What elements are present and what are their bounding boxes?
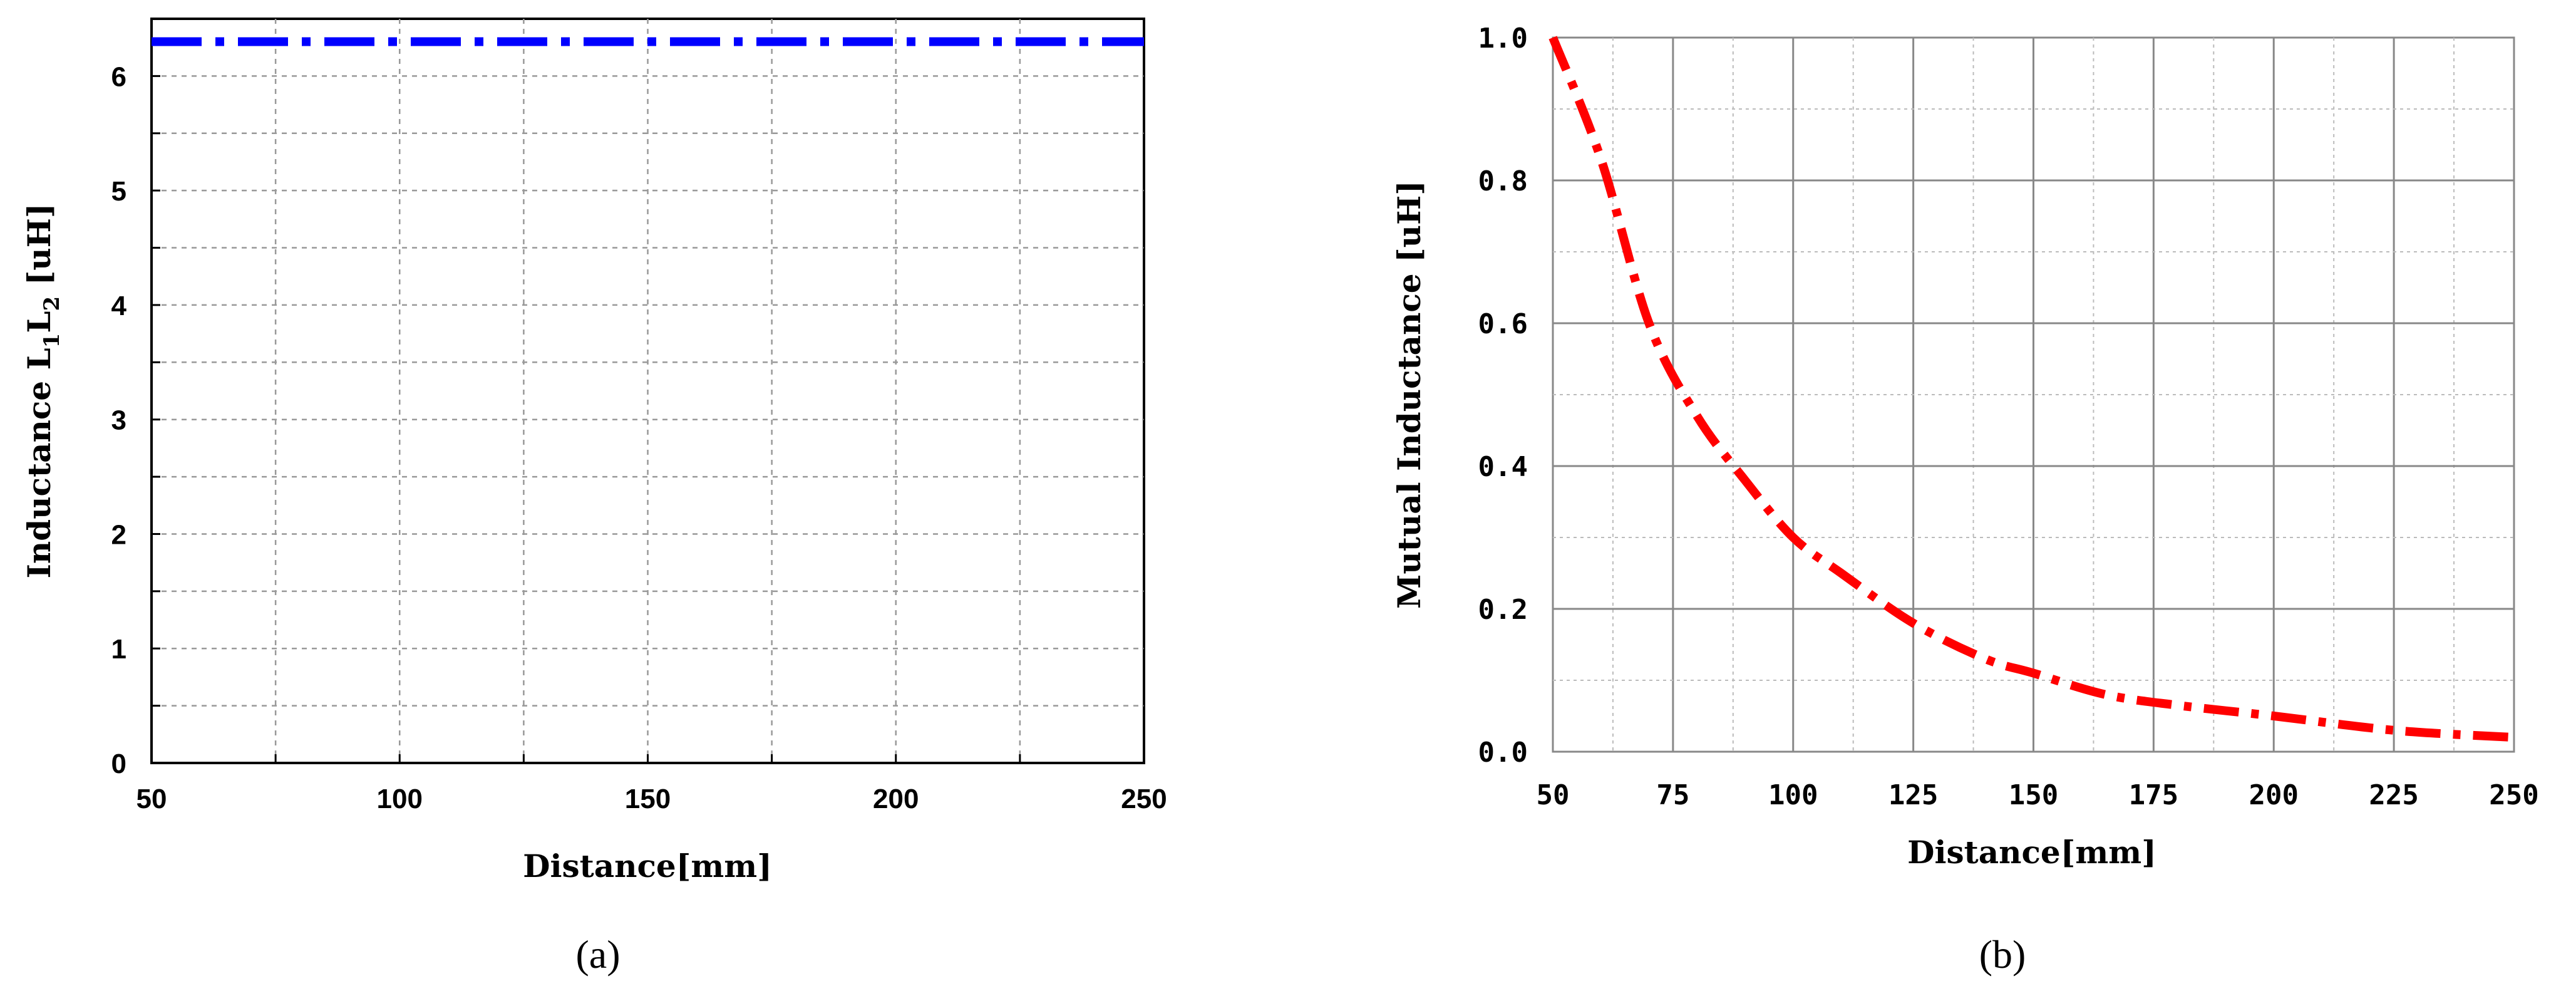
chart-b-xtick-label: 150 — [2009, 779, 2058, 811]
chart-b-ytick-label: 0.8 — [1478, 165, 1528, 197]
chart-a-ytick-label: 2 — [111, 519, 126, 550]
chart-a-ylabel-mid: L — [21, 311, 58, 333]
chart-b-ytick-label: 0.4 — [1478, 451, 1528, 483]
chart-a-ylabel-sub2: 2 — [39, 296, 64, 311]
chart-b-xtick-label: 100 — [1768, 779, 1818, 811]
chart-a-ylabel-unit: [uH] — [21, 204, 58, 296]
chart-b-grid — [1553, 38, 2514, 752]
chart-a-xtick-label: 200 — [873, 784, 919, 814]
chart-a-xlabel: Distance[mm] — [523, 848, 772, 884]
chart-b-xtick-label: 200 — [2249, 779, 2299, 811]
chart-b-ytick-label: 1.0 — [1478, 23, 1528, 54]
chart-b-xtick-label: 225 — [2369, 779, 2418, 811]
chart-a-grid — [152, 19, 1144, 763]
chart-a-ytick-label: 4 — [111, 291, 127, 321]
chart-b-xtick-label: 250 — [2489, 779, 2538, 811]
chart-b-xtick-label: 75 — [1656, 779, 1689, 811]
chart-b-xtick-label: 175 — [2129, 779, 2178, 811]
chart-a-xtick-label: 100 — [377, 784, 423, 814]
chart-b-xtick-label: 50 — [1537, 779, 1570, 811]
chart-b: 50 75 100 125 150 175 200 225 250 0.0 0.2 0.4 0.6 0.8… — [1391, 23, 2539, 977]
chart-a-ticks: 50 100 150 200 250 0 1 2 3 4 5 6 — [111, 61, 1167, 814]
chart-b-ytick-label: 0.0 — [1478, 737, 1528, 769]
chart-b-series-line — [1548, 36, 2515, 742]
chart-b-ticks: 50 75 100 125 150 175 200 225 250 0.0 0.2 0.4 0.6 0.8… — [1478, 23, 2539, 811]
chart-a-ytick-label: 3 — [111, 405, 126, 436]
chart-a-ylabel-sub1: 1 — [39, 333, 64, 348]
chart-a-xtick-label: 50 — [137, 784, 167, 814]
chart-a-xtick-label: 150 — [625, 784, 671, 814]
chart-b-caption: (b) — [1979, 932, 2026, 977]
chart-a-ytick-label: 0 — [111, 749, 126, 779]
chart-b-ytick-label: 0.6 — [1478, 308, 1528, 340]
chart-b-ytick-label: 0.2 — [1478, 594, 1528, 626]
chart-a-ytick-label: 1 — [111, 634, 126, 665]
chart-a-ytick-label: 5 — [111, 176, 126, 207]
chart-b-xlabel: Distance[mm] — [1907, 834, 2156, 871]
chart-a-ylabel: Inductance L1L2 [uH] — [21, 204, 64, 579]
chart-a-xtick-label: 250 — [1121, 784, 1167, 814]
chart-a-caption: (a) — [575, 932, 620, 977]
chart-a-ytick-label: 6 — [111, 61, 126, 92]
chart-a-ylabel-main: Inductance L — [21, 348, 58, 578]
chart-a: 50 100 150 200 250 0 1 2 3 4 5 6 Distance[mm] Induc… — [21, 18, 1167, 977]
chart-b-xtick-label: 125 — [1888, 779, 1938, 811]
chart-b-ylabel: Mutual Inductance [uH] — [1391, 180, 1428, 609]
